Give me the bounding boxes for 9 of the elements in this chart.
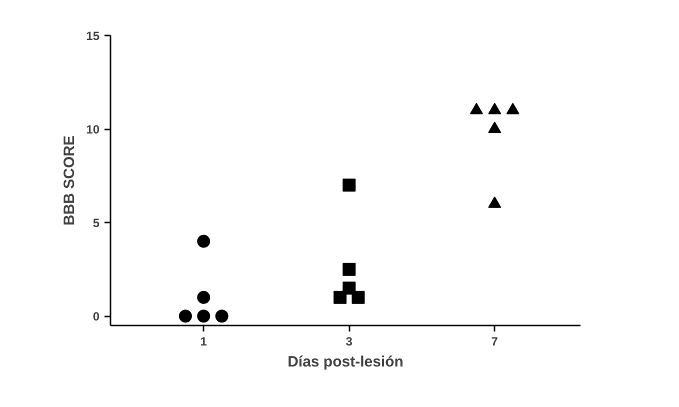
x-tick-label: 3 <box>346 334 353 348</box>
x-tick-label: 7 <box>491 334 498 348</box>
y-tick-label: 15 <box>86 29 100 43</box>
x-tick-label: 1 <box>200 334 208 348</box>
y-axis-title: BBB SCORE <box>61 135 78 226</box>
y-tick-label: 5 <box>92 216 100 230</box>
y-tick-label: 10 <box>86 122 100 137</box>
y-tick-label: 0 <box>92 310 100 324</box>
x-axis-title: Días post-lesión <box>288 354 404 370</box>
